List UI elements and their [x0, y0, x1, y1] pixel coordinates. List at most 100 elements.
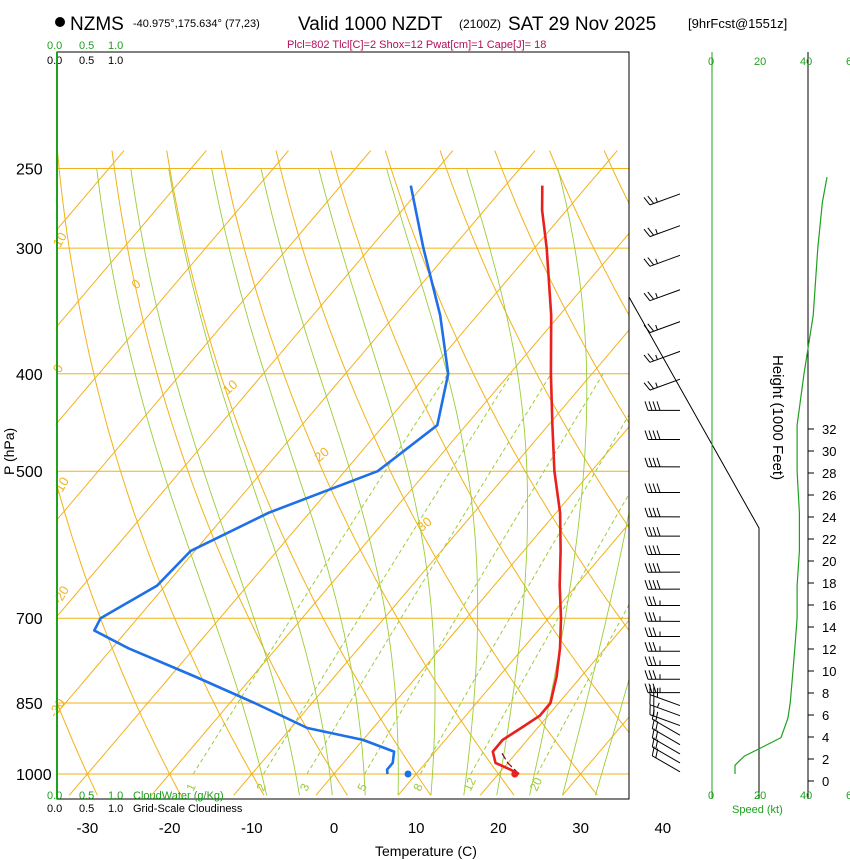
barb-flag	[643, 382, 651, 391]
height-tick-label: 16	[822, 598, 836, 613]
barb-flag	[643, 324, 651, 333]
barb-flag	[652, 656, 657, 666]
temperature-tick-label: -10	[241, 820, 263, 837]
temperature-tick-label: 30	[572, 820, 589, 837]
barb-shaft	[652, 718, 681, 736]
barb-flag	[647, 353, 655, 362]
barb-flag	[644, 563, 649, 573]
barb-flag	[648, 670, 653, 680]
mixing-ratio-line	[364, 373, 604, 775]
wind-barb	[644, 612, 681, 622]
mixing-ratio-line	[263, 373, 513, 775]
wind-barb	[644, 670, 681, 680]
wind-panel-boundary	[628, 52, 760, 799]
barb-flag	[655, 730, 659, 741]
mixing-ratio-line	[192, 373, 449, 775]
line-label: 0	[128, 276, 143, 292]
moist-adiabat	[130, 168, 300, 796]
wind-barbs	[643, 193, 681, 773]
barb-shaft	[652, 746, 681, 764]
barb-shaft	[649, 694, 681, 707]
isobar-lines	[57, 167, 629, 775]
dry-adiabat	[494, 150, 629, 424]
barb-flag	[656, 545, 661, 555]
barb-shaft	[649, 714, 681, 727]
line-label: 20	[311, 444, 332, 465]
barb-flag	[647, 323, 655, 332]
mixing-ratio-label: 3	[297, 781, 313, 793]
bottom-scales: 0.0 0.5 1.0 CloudWater (g/Kg) 0.0 0.5 1.…	[47, 790, 243, 815]
speed-tick-label: 60	[846, 56, 850, 68]
wind-barb	[644, 563, 681, 573]
mixing-ratio-label: 5	[354, 781, 370, 793]
cloudwater-label: CloudWater (g/Kg)	[133, 790, 224, 802]
barb-shaft	[652, 755, 681, 773]
barb-flag	[651, 709, 655, 720]
barb-flag	[644, 642, 649, 652]
parcel-path	[500, 751, 520, 775]
barb-flag	[656, 401, 661, 411]
barb-flag	[647, 257, 655, 266]
barb-flag	[652, 627, 657, 637]
speed-tick-label: 20	[754, 56, 766, 68]
x-axis-label: Temperature (C)	[375, 843, 477, 859]
barb-flag	[644, 507, 649, 517]
mixing-ratio-line	[419, 413, 629, 775]
barb-half-flag	[656, 702, 660, 708]
height-tick-label: 18	[822, 576, 836, 591]
wind-barb	[651, 728, 681, 755]
dry-adiabat	[166, 150, 432, 796]
barb-flag	[652, 563, 657, 573]
wind-barb	[644, 596, 681, 607]
station-dot	[55, 17, 65, 27]
valid-date: SAT 29 Nov 2025	[508, 14, 656, 35]
mixing-ratio-label: 12	[461, 775, 479, 793]
height-tick-label: 20	[822, 554, 836, 569]
barb-shaft	[649, 321, 681, 334]
isotherm-line	[57, 150, 289, 424]
pressure-tick-label: 1000	[16, 767, 52, 784]
pressure-tick-label: 850	[16, 696, 43, 713]
barb-shaft	[649, 704, 681, 717]
barb-flag	[647, 380, 655, 390]
wind-barb	[649, 685, 681, 707]
wind-barb	[643, 350, 681, 363]
barb-flag	[648, 627, 653, 637]
isotherm-line	[233, 329, 629, 796]
temperature-line	[491, 185, 563, 776]
temperature-tick-label: -20	[159, 820, 181, 837]
moist-adiabat	[318, 168, 436, 796]
barb-shaft	[652, 728, 681, 746]
dry-adiabat	[549, 150, 629, 317]
cloudiness-tick: 1.0	[108, 55, 123, 67]
barb-flag	[655, 711, 659, 722]
barb-flag	[644, 670, 649, 680]
barb-flag	[648, 596, 653, 606]
wind-barb	[651, 746, 681, 773]
barb-flag	[656, 430, 661, 440]
barb-flag	[656, 526, 661, 537]
barb-flag	[648, 457, 653, 467]
barb-flag	[656, 563, 661, 573]
isotherm-line	[57, 150, 454, 618]
height-tick-label: 12	[822, 642, 836, 657]
forecast-info: [9hrFcst@1551z]	[688, 16, 787, 31]
barb-shaft	[649, 378, 681, 391]
barb-shaft	[649, 193, 681, 206]
barb-flag	[648, 507, 653, 517]
barb-flag	[648, 656, 653, 666]
barb-flag	[644, 430, 649, 440]
dry-adiabat	[439, 150, 629, 529]
wind-barb	[644, 507, 681, 518]
mixing-ratio-line	[470, 493, 629, 775]
pressure-ticks: 250 300 400 500 700 850 1000	[16, 162, 52, 785]
dry-adiabat	[111, 150, 348, 796]
moist-adiabat	[594, 678, 629, 796]
line-label: -10	[50, 474, 72, 498]
mixing-ratio-label: 8	[410, 781, 426, 793]
barb-flag	[643, 292, 651, 302]
wind-barb	[651, 719, 681, 746]
barb-flag	[644, 526, 649, 537]
barb-flag	[652, 457, 657, 467]
adiabat-lines	[57, 150, 629, 796]
